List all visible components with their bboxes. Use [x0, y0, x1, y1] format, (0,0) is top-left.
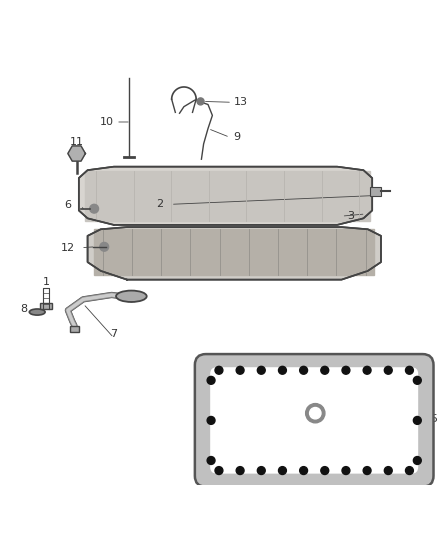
Circle shape	[384, 366, 392, 374]
Circle shape	[363, 366, 371, 374]
Circle shape	[236, 366, 244, 374]
Circle shape	[310, 408, 321, 419]
Polygon shape	[85, 171, 370, 221]
Circle shape	[279, 366, 286, 374]
Text: 10: 10	[100, 117, 114, 127]
Circle shape	[413, 416, 421, 424]
Circle shape	[215, 366, 223, 374]
Ellipse shape	[116, 290, 147, 302]
Text: 13: 13	[234, 98, 248, 107]
FancyBboxPatch shape	[210, 367, 418, 474]
Circle shape	[342, 466, 350, 474]
Polygon shape	[88, 227, 381, 280]
Circle shape	[413, 376, 421, 384]
Polygon shape	[79, 167, 372, 225]
Circle shape	[300, 466, 307, 474]
Text: 11: 11	[70, 136, 84, 147]
Circle shape	[197, 98, 204, 105]
Circle shape	[90, 204, 99, 213]
Circle shape	[300, 366, 307, 374]
Polygon shape	[94, 229, 374, 275]
Text: 8: 8	[288, 410, 295, 421]
Text: 5: 5	[430, 414, 437, 424]
Circle shape	[215, 466, 223, 474]
Circle shape	[207, 416, 215, 424]
Circle shape	[258, 366, 265, 374]
Circle shape	[363, 466, 371, 474]
Circle shape	[413, 457, 421, 464]
Text: 12: 12	[61, 243, 75, 253]
Circle shape	[100, 243, 109, 251]
Ellipse shape	[29, 309, 45, 315]
Text: 2: 2	[156, 199, 163, 209]
Text: 8: 8	[21, 304, 28, 314]
Bar	[199, 361, 427, 479]
FancyBboxPatch shape	[195, 354, 434, 487]
Text: 4: 4	[235, 441, 242, 451]
Circle shape	[384, 466, 392, 474]
Text: 7: 7	[110, 329, 117, 340]
Text: 1: 1	[42, 277, 49, 287]
Circle shape	[342, 366, 350, 374]
Circle shape	[321, 466, 328, 474]
Text: 6: 6	[64, 200, 71, 210]
FancyBboxPatch shape	[40, 303, 52, 309]
Circle shape	[306, 403, 325, 423]
Circle shape	[207, 376, 215, 384]
Polygon shape	[68, 146, 85, 161]
Text: 3: 3	[347, 211, 354, 221]
FancyBboxPatch shape	[70, 326, 79, 332]
Circle shape	[207, 457, 215, 464]
Circle shape	[406, 366, 413, 374]
Circle shape	[279, 466, 286, 474]
Circle shape	[321, 366, 328, 374]
FancyBboxPatch shape	[370, 187, 381, 196]
Text: 9: 9	[233, 132, 240, 142]
Circle shape	[406, 466, 413, 474]
Circle shape	[236, 466, 244, 474]
Circle shape	[258, 466, 265, 474]
